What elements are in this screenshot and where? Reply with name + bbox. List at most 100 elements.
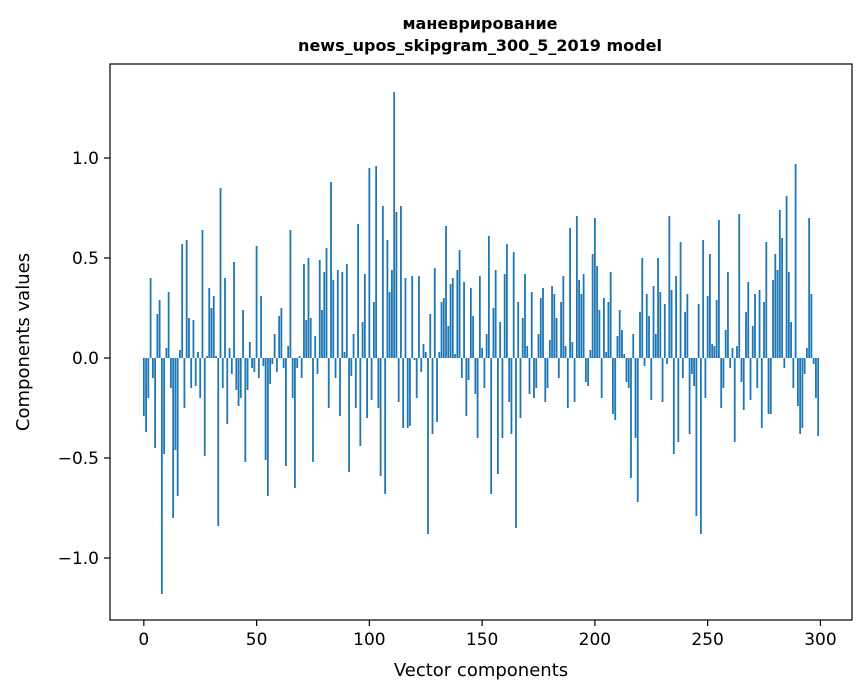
bar-component-177 [542, 288, 544, 358]
bar-component-20 [188, 318, 190, 358]
bar-component-98 [363, 274, 366, 358]
bar-component-38 [228, 348, 231, 358]
bar-component-138 [454, 354, 456, 358]
bar-component-55 [266, 358, 269, 496]
bar-component-205 [605, 352, 608, 358]
bar-component-165 [515, 358, 517, 528]
bar-component-236 [675, 276, 677, 358]
bar-component-152 [485, 334, 488, 358]
bar-component-141 [460, 358, 463, 378]
bar-component-140 [458, 250, 461, 358]
bar-component-227 [654, 334, 657, 358]
bar-component-45 [244, 358, 247, 462]
bar-component-163 [510, 358, 513, 434]
bar-component-68 [296, 358, 299, 368]
bar-component-10 [165, 348, 168, 358]
bar-component-274 [760, 358, 763, 428]
bar-component-258 [724, 330, 727, 358]
bar-component-266 [742, 358, 745, 410]
bar-component-94 [354, 358, 357, 408]
bar-component-206 [607, 302, 610, 358]
bar-component-179 [546, 358, 549, 388]
bar-component-209 [614, 358, 617, 420]
bar-component-279 [772, 280, 774, 358]
y-tick-label: 1.0 [72, 149, 99, 169]
bar-component-136 [449, 284, 452, 358]
bar-component-230 [661, 358, 664, 402]
bar-component-249 [704, 358, 707, 398]
bar-component-90 [345, 264, 348, 358]
chart-title-line-2: news_upos_skipgram_300_5_2019 model [298, 36, 662, 55]
bar-component-192 [575, 216, 578, 358]
bar-component-283 [781, 238, 783, 358]
bar-component-102 [372, 302, 375, 358]
bar-component-264 [738, 214, 741, 358]
bar-component-105 [379, 358, 382, 476]
bar-component-54 [264, 358, 267, 460]
bar-component-269 [749, 358, 752, 400]
bar-component-49 [253, 358, 256, 372]
bar-component-275 [763, 302, 765, 358]
bar-component-183 [555, 318, 558, 358]
bar-component-25 [199, 358, 202, 398]
bar-component-252 [711, 344, 714, 358]
bar-component-278 [769, 358, 772, 414]
y-axis-label: Components values [13, 253, 34, 431]
bar-component-222 [643, 358, 646, 366]
bar-component-215 [627, 358, 630, 388]
bar-component-213 [623, 354, 626, 358]
bar-component-95 [357, 224, 359, 358]
bar-component-9 [163, 358, 166, 454]
bar-component-18 [183, 358, 186, 408]
bar-component-246 [697, 304, 700, 358]
bar-component-70 [300, 358, 303, 378]
bar-component-5 [154, 358, 156, 448]
bar-component-65 [289, 230, 292, 358]
bar-component-260 [729, 358, 732, 368]
bar-component-119 [411, 276, 414, 358]
bar-component-199 [591, 254, 594, 358]
bar-component-0 [142, 358, 145, 416]
bar-component-171 [528, 358, 531, 394]
bar-component-134 [445, 226, 447, 358]
bar-component-86 [336, 270, 339, 358]
bar-component-229 [659, 292, 662, 358]
bar-component-180 [548, 340, 551, 358]
bar-component-256 [720, 358, 723, 408]
bar-component-287 [790, 322, 792, 358]
bar-component-111 [393, 92, 396, 358]
bar-component-132 [440, 302, 443, 358]
bar-component-204 [603, 298, 605, 358]
chart-title-line-1: маневрирование [402, 14, 557, 33]
bar-component-228 [657, 258, 659, 358]
bar-component-259 [727, 272, 729, 358]
bar-component-197 [587, 358, 590, 386]
bar-component-190 [571, 342, 574, 358]
bar-component-73 [307, 258, 310, 358]
bar-component-154 [490, 358, 493, 494]
bar-component-53 [262, 358, 265, 366]
bar-component-48 [251, 358, 253, 368]
bar-component-12 [169, 358, 172, 388]
bar-component-99 [366, 358, 368, 418]
bar-component-159 [501, 358, 504, 438]
bar-component-35 [221, 358, 224, 388]
bar-component-265 [740, 358, 743, 382]
bar-component-156 [494, 270, 497, 358]
bar-component-201 [596, 266, 599, 358]
bar-component-170 [526, 346, 529, 358]
bar-component-195 [582, 274, 585, 358]
bar-component-237 [677, 358, 680, 442]
bar-component-128 [431, 358, 434, 434]
bar-component-39 [230, 358, 233, 374]
bar-component-84 [332, 280, 335, 358]
y-tick-label: −1.0 [58, 549, 99, 569]
bar-component-216 [630, 358, 632, 478]
bar-component-113 [397, 358, 400, 402]
bar-component-89 [343, 352, 346, 358]
bar-component-273 [758, 290, 761, 358]
x-tick-label: 250 [691, 630, 723, 650]
bar-component-146 [472, 316, 474, 358]
bar-component-281 [776, 270, 779, 358]
